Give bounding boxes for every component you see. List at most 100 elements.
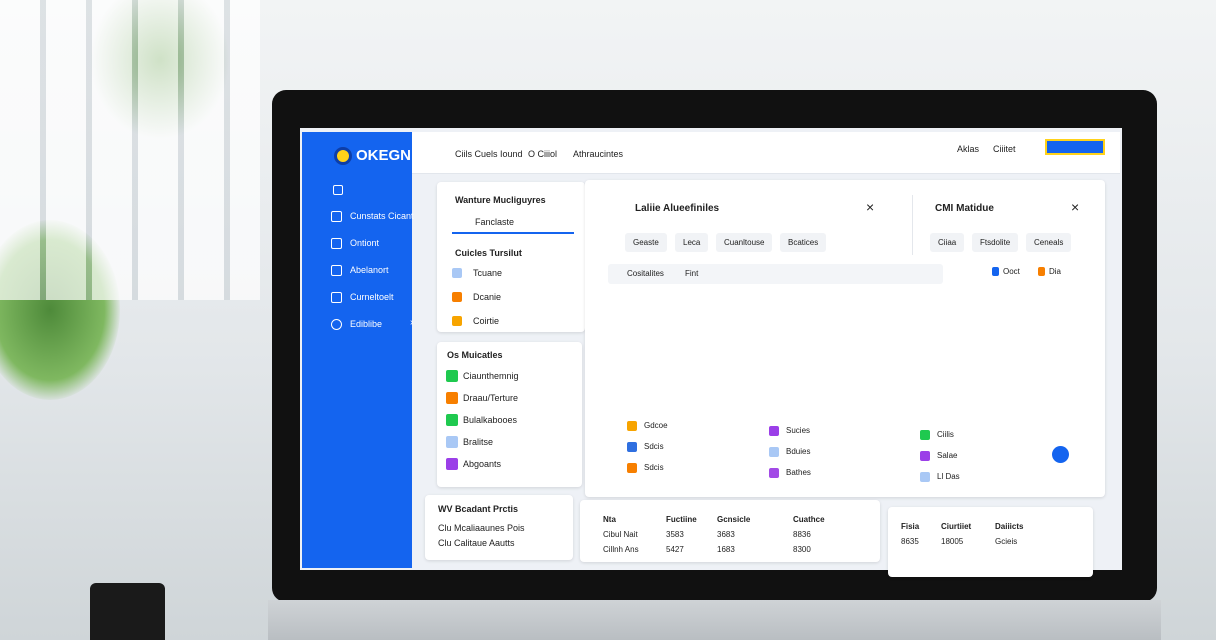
legend-label: Salae <box>937 451 958 460</box>
table-cell: Cillnh Ans <box>603 545 639 554</box>
legend-swatch <box>627 463 637 473</box>
topbar-link[interactable]: Aklas <box>957 144 980 154</box>
table-cell: 5427 <box>666 545 684 554</box>
card <box>580 500 880 562</box>
list-item[interactable]: Ciaunthemnig <box>463 371 519 381</box>
swatch <box>992 267 999 276</box>
filter[interactable]: Fint <box>685 269 699 278</box>
table-header: Cuathce <box>793 515 825 524</box>
sidebar-icon <box>331 211 342 222</box>
sidebar-item[interactable]: Curneltoelt <box>350 292 394 302</box>
sidebar-icon <box>331 292 342 303</box>
sidebar-icon[interactable] <box>333 185 343 195</box>
filter[interactable]: Dia <box>1049 267 1062 276</box>
close-button[interactable]: × <box>1071 199 1080 215</box>
card <box>888 507 1093 577</box>
panel-title: Laliie Alueefiniles <box>635 203 720 214</box>
monitor-stand <box>268 600 1161 640</box>
legend-swatch <box>920 472 930 482</box>
table-header: Fuctiine <box>666 515 697 524</box>
close-button[interactable]: × <box>866 199 875 215</box>
legend-label: Ll Das <box>937 472 960 481</box>
list-item[interactable]: Abgoants <box>463 459 502 469</box>
card-title: Os Muicatles <box>447 350 503 360</box>
brand: OKEGN <box>356 147 412 164</box>
list-item[interactable]: Tcuane <box>473 268 503 278</box>
legend-swatch <box>627 421 637 431</box>
legend-label: Sdcis <box>644 442 664 451</box>
tab-button[interactable]: Ceneals <box>1026 233 1072 252</box>
table-cell: Gcieis <box>995 537 1018 546</box>
tab-button[interactable]: Ciiaa <box>930 233 965 252</box>
topbar-link[interactable]: O Ciiiol <box>528 149 558 159</box>
tab-button[interactable]: Cuanltouse <box>716 233 773 252</box>
sidebar-item[interactable]: Cunstats Cicant <box>350 211 414 221</box>
table-header: Fisia <box>901 522 920 531</box>
legend-label: Bathes <box>786 468 811 477</box>
divider <box>912 195 913 255</box>
list-item[interactable]: Dcanie <box>473 292 502 302</box>
legend-label: Gdcoe <box>644 421 668 430</box>
flag-badge[interactable] <box>1045 139 1105 155</box>
tab-button[interactable]: Geaste <box>625 233 667 252</box>
window-light <box>0 0 260 300</box>
card <box>437 342 582 487</box>
input-text: Fanclaste <box>475 217 515 227</box>
panel-title: CMI Matidue <box>935 203 994 214</box>
list-item[interactable]: Clu Calitaue Aautts <box>438 538 515 548</box>
list-item[interactable]: Draau/Terture <box>463 393 519 403</box>
topbar-link[interactable]: Ciils Cuels Iound <box>455 149 523 159</box>
sidebar <box>302 132 412 568</box>
table-header: Ciurtiiet <box>941 522 972 531</box>
input[interactable] <box>452 212 574 234</box>
sidebar-icon <box>331 319 342 330</box>
topbar-link[interactable]: Athraucintes <box>573 149 624 159</box>
table-header: Nta <box>603 515 616 524</box>
table-header: Daiiicts <box>995 522 1024 531</box>
swatch <box>1038 267 1045 276</box>
sidebar-item[interactable]: Ontiont <box>350 238 380 248</box>
legend-swatch <box>769 468 779 478</box>
tab-button[interactable]: Ftsdolite <box>972 233 1019 252</box>
section-label: Cuicles Tursilut <box>455 248 522 258</box>
filter[interactable]: Cositalites <box>627 269 664 278</box>
fab[interactable] <box>1052 446 1069 463</box>
cup <box>90 583 165 640</box>
filter[interactable]: Ooct <box>1003 267 1020 276</box>
swatch <box>446 458 458 470</box>
table-cell: Cibul Nait <box>603 530 638 539</box>
card-title: Wanture Mucliguyres <box>455 195 546 205</box>
legend-swatch <box>920 451 930 461</box>
sidebar-icon <box>331 238 342 249</box>
swatch <box>446 370 458 382</box>
chevron: › <box>410 317 414 328</box>
sidebar-item[interactable]: Ediblibe <box>350 319 383 329</box>
card-title: WV Bcadant Prctis <box>438 504 519 514</box>
table-cell: 1683 <box>717 545 735 554</box>
topbar <box>412 132 1120 174</box>
swatch <box>446 414 458 426</box>
swatch <box>446 392 458 404</box>
swatch <box>446 436 458 448</box>
card <box>437 182 585 332</box>
card <box>585 180 1105 497</box>
list-item[interactable]: Bulalkabooes <box>463 415 518 425</box>
list-item[interactable]: Clu Mcaliaaunes Pois <box>438 523 525 533</box>
list-item[interactable]: Bralitse <box>463 437 494 447</box>
sidebar-icon <box>331 265 342 276</box>
legend-label: Sdcis <box>644 463 664 472</box>
tab-button[interactable]: Leca <box>675 233 709 252</box>
topbar-link[interactable]: Ciiitet <box>993 144 1016 154</box>
legend-swatch <box>627 442 637 452</box>
legend-label: Bduies <box>786 447 811 456</box>
sidebar-item[interactable]: Abelanort <box>350 265 389 275</box>
table-cell: 8836 <box>793 530 811 539</box>
brand-logo <box>334 147 352 165</box>
tab-button[interactable]: Bcatices <box>780 233 827 252</box>
table-header: Gcnsicle <box>717 515 751 524</box>
filter-bar <box>608 264 943 284</box>
table-cell: 3583 <box>666 530 684 539</box>
table-cell: 18005 <box>941 537 964 546</box>
list-item[interactable]: Coirtie <box>473 316 500 326</box>
